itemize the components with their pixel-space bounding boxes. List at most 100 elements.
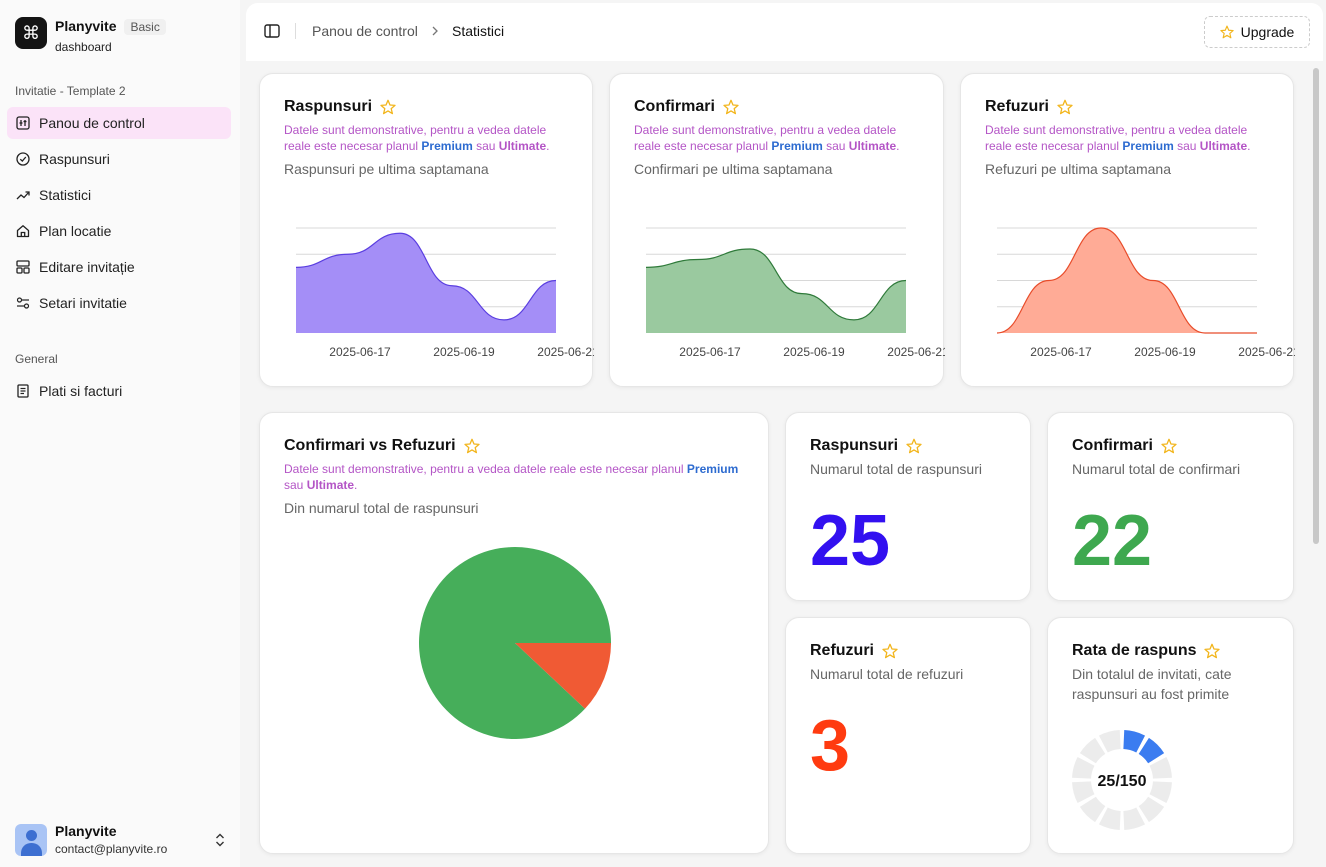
card-subtitle: Numarul total de refuzuri bbox=[810, 666, 964, 682]
ring-segment bbox=[1098, 730, 1121, 753]
x-tick-label: 2025-06-19 bbox=[1134, 345, 1196, 359]
sidebar-item-statistics[interactable]: Statistici bbox=[7, 179, 231, 211]
series-area bbox=[646, 249, 906, 333]
breadcrumb-current: Statistici bbox=[452, 23, 505, 39]
trending-up-icon bbox=[16, 188, 30, 202]
x-tick-label: 2025-06-17 bbox=[1030, 345, 1092, 359]
brand-subtitle: dashboard bbox=[55, 40, 112, 54]
demo-notice: Datele sunt demonstrative, pentru a vede… bbox=[284, 123, 550, 153]
card-title: Rata de raspuns bbox=[1072, 642, 1197, 659]
demo-notice: Datele sunt demonstrative, pentru a vede… bbox=[985, 123, 1251, 153]
responses-chart-card: Raspunsuri Datele sunt demonstrative, pe… bbox=[259, 73, 594, 387]
star-icon[interactable] bbox=[882, 643, 898, 659]
topbar: Panou de control Statistici Upgrade bbox=[246, 3, 1323, 61]
sidebar-item-label: Setari invitatie bbox=[39, 295, 127, 311]
x-tick-label: 2025-06-21 bbox=[537, 345, 594, 359]
series-area bbox=[296, 233, 556, 333]
sidebar-item-venue-plan[interactable]: Plan locatie bbox=[7, 215, 231, 247]
ultimate-link[interactable]: Ultimate bbox=[498, 139, 547, 153]
premium-link[interactable]: Premium bbox=[1122, 139, 1174, 153]
ring-segment bbox=[1138, 737, 1165, 764]
card-title: Raspunsuri bbox=[810, 437, 899, 454]
responses-area-chart: 2025-06-17 2025-06-19 2025-06-21 bbox=[295, 227, 594, 359]
upgrade-label: Upgrade bbox=[1240, 24, 1295, 40]
response-rate-value: 25/150 bbox=[1098, 773, 1147, 790]
ring-segment bbox=[1072, 756, 1095, 779]
scrollbar[interactable] bbox=[1313, 68, 1319, 544]
ring-segment bbox=[1138, 796, 1165, 823]
ring-segment bbox=[1072, 781, 1095, 804]
ring-segment bbox=[1079, 737, 1106, 764]
avatar bbox=[15, 823, 47, 856]
star-icon[interactable] bbox=[1161, 438, 1177, 454]
star-icon[interactable] bbox=[906, 438, 922, 454]
sidebar-item-label: Raspunsuri bbox=[39, 151, 110, 167]
sidebar-item-responses[interactable]: Raspunsuri bbox=[7, 143, 231, 175]
ultimate-link[interactable]: Ultimate bbox=[848, 139, 897, 153]
star-icon[interactable] bbox=[1057, 99, 1073, 115]
user-name: Planyvite bbox=[55, 823, 117, 839]
series-area bbox=[997, 228, 1257, 333]
x-tick-label: 2025-06-17 bbox=[679, 345, 741, 359]
card-subtitle: Numarul total de confirmari bbox=[1072, 461, 1241, 477]
plan-badge: Basic bbox=[124, 19, 166, 35]
receipt-icon bbox=[16, 384, 30, 398]
confirmations-chart-card: Confirmari Datele sunt demonstrative, pe… bbox=[609, 73, 945, 387]
settings-sliders-icon bbox=[16, 296, 30, 310]
chevron-right-icon bbox=[432, 26, 438, 36]
confirm-vs-refuse-card: Confirmari vs Refuzuri Datele sunt demon… bbox=[259, 412, 769, 854]
total-confirmations-card: Confirmari Numarul total de confirmari 2… bbox=[1047, 412, 1294, 601]
star-icon[interactable] bbox=[723, 99, 739, 115]
ultimate-link[interactable]: Ultimate bbox=[306, 478, 355, 492]
user-menu[interactable]: Planyvite contact@planyvite.ro bbox=[15, 823, 227, 856]
premium-link[interactable]: Premium bbox=[771, 139, 823, 153]
total-responses-card: Raspunsuri Numarul total de raspunsuri 2… bbox=[785, 412, 1031, 601]
card-title: Confirmari bbox=[634, 98, 715, 115]
star-icon[interactable] bbox=[463, 438, 480, 454]
sidebar-item-payments[interactable]: Plati si facturi bbox=[7, 375, 231, 407]
ring-segment bbox=[1098, 807, 1121, 830]
sidebar-item-edit-invitation[interactable]: Editare invitație bbox=[7, 251, 231, 283]
home-icon bbox=[16, 224, 30, 238]
chevrons-up-down-icon[interactable] bbox=[213, 831, 227, 849]
breadcrumb-parent[interactable]: Panou de control bbox=[312, 23, 418, 39]
x-tick-label: 2025-06-19 bbox=[783, 345, 845, 359]
star-icon[interactable] bbox=[1204, 643, 1221, 659]
ring-segment bbox=[1123, 730, 1146, 753]
card-subtitle: Refuzuri pe ultima saptamana bbox=[985, 161, 1171, 177]
demo-notice: Datele sunt demonstrative, pentru a vede… bbox=[634, 123, 900, 153]
card-subtitle: Numarul total de raspunsuri bbox=[810, 461, 982, 477]
sidebar-section-invitation: Invitatie - Template 2 bbox=[15, 84, 126, 98]
premium-link[interactable]: Premium bbox=[686, 462, 739, 476]
confirm-vs-refuse-pie-chart bbox=[419, 547, 611, 739]
sidebar-item-label: Plati si facturi bbox=[39, 383, 123, 399]
ring-segment bbox=[1149, 756, 1172, 779]
pie-slice-refuzuri bbox=[515, 643, 611, 709]
x-tick-label: 2025-06-21 bbox=[1238, 345, 1295, 359]
user-email: contact@planyvite.ro bbox=[55, 842, 168, 856]
x-tick-label: 2025-06-17 bbox=[329, 345, 391, 359]
upgrade-button[interactable]: Upgrade bbox=[1204, 16, 1310, 48]
ultimate-link[interactable]: Ultimate bbox=[1199, 139, 1248, 153]
card-subtitle: Din numarul total de raspunsuri bbox=[284, 500, 479, 516]
sidebar-item-invitation-settings[interactable]: Setari invitatie bbox=[7, 287, 231, 319]
premium-link[interactable]: Premium bbox=[421, 139, 473, 153]
sidebar-section-general: General bbox=[15, 352, 58, 366]
sidebar-item-label: Panou de control bbox=[39, 115, 145, 131]
total-responses-value: 25 bbox=[810, 501, 891, 581]
card-title: Confirmari vs Refuzuri bbox=[284, 437, 456, 454]
ring-segment bbox=[1123, 807, 1146, 830]
card-title: Refuzuri bbox=[985, 98, 1049, 115]
card-subtitle: Confirmari pe ultima saptamana bbox=[634, 161, 833, 177]
confirmations-area-chart: 2025-06-17 2025-06-19 2025-06-21 bbox=[645, 227, 945, 359]
brand[interactable]: ⌘ Planyvite Basic dashboard bbox=[15, 17, 166, 54]
series-line bbox=[295, 232, 557, 321]
sidebar-item-label: Editare invitație bbox=[39, 259, 135, 275]
series-line bbox=[645, 248, 907, 321]
sidebar-toggle-icon[interactable] bbox=[264, 23, 280, 39]
check-circle-icon bbox=[16, 152, 30, 166]
star-icon[interactable] bbox=[380, 99, 396, 115]
total-confirmations-value: 22 bbox=[1072, 501, 1153, 581]
card-subtitle: Din totalul de invitati, cate raspunsuri… bbox=[1072, 666, 1232, 702]
sidebar-item-dashboard[interactable]: Panou de control bbox=[7, 107, 231, 139]
